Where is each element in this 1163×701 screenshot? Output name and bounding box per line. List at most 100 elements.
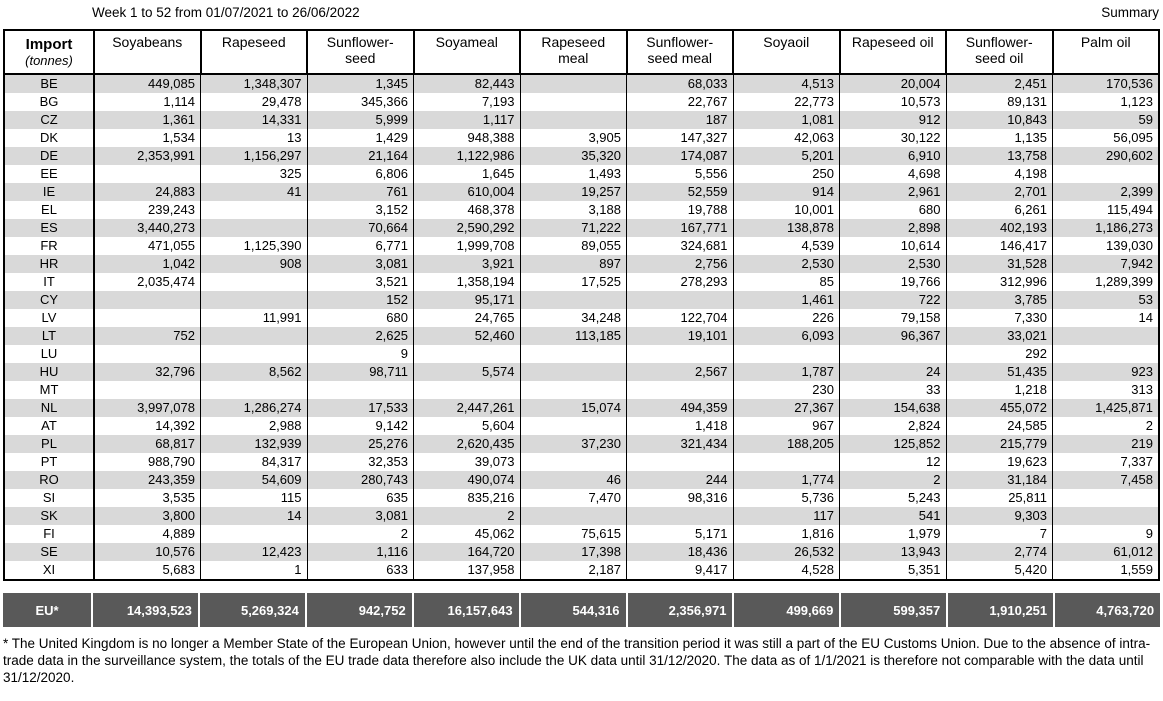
- value-cell: [200, 273, 308, 291]
- column-header-soyabeans: Soyabeans: [93, 29, 202, 75]
- value-cell: 908: [200, 255, 308, 273]
- table-row: DK 1,534 13 1,429 948,388 3,905 147,327 42,063 3…: [3, 129, 1160, 147]
- row-label-fi: FI: [3, 525, 95, 543]
- value-cell: 2: [306, 525, 414, 543]
- value-cell: 19,766: [839, 273, 947, 291]
- value-cell: 31,528: [945, 255, 1053, 273]
- value-cell: [519, 363, 627, 381]
- value-cell: 722: [839, 291, 947, 309]
- value-cell: 761: [306, 183, 414, 201]
- value-cell: 5,683: [93, 561, 201, 580]
- value-cell: 11,991: [200, 309, 308, 327]
- value-cell: [519, 453, 627, 471]
- value-cell: 7: [945, 525, 1053, 543]
- value-cell: 13,943: [839, 543, 947, 561]
- value-cell: 4,198: [945, 165, 1053, 183]
- table-row: XI 5,683 1 633 137,958 2,187 9,417 4,528 5,351 5,…: [3, 561, 1160, 580]
- eu-total-cell: 16,157,643: [413, 593, 519, 627]
- value-cell: [626, 507, 734, 525]
- value-cell: 7,942: [1052, 255, 1160, 273]
- value-cell: 3,081: [306, 507, 414, 525]
- value-cell: 7,193: [413, 93, 521, 111]
- value-cell: 9,142: [306, 417, 414, 435]
- value-cell: 2,988: [200, 417, 308, 435]
- value-cell: 170,536: [1052, 74, 1160, 93]
- value-cell: 988,790: [93, 453, 201, 471]
- value-cell: 3,535: [93, 489, 201, 507]
- value-cell: 2,530: [839, 255, 947, 273]
- value-cell: [413, 345, 521, 363]
- value-cell: 494,359: [626, 399, 734, 417]
- value-cell: [93, 345, 201, 363]
- value-cell: 25,276: [306, 435, 414, 453]
- value-cell: 7,330: [945, 309, 1053, 327]
- value-cell: [626, 381, 734, 399]
- table-row: HU 32,796 8,562 98,711 5,574 2,567 1,787 24 51,4…: [3, 363, 1160, 381]
- column-header-rapeseed: Rapeseed: [199, 29, 308, 75]
- value-cell: 219: [1052, 435, 1160, 453]
- value-cell: [93, 309, 201, 327]
- value-cell: [413, 381, 521, 399]
- value-cell: [200, 381, 308, 399]
- table-row: EE 325 6,806 1,645 1,493 5,556 250 4,698 4,198: [3, 165, 1160, 183]
- value-cell: 25,811: [945, 489, 1053, 507]
- value-cell: 5,201: [732, 147, 840, 165]
- value-cell: 3,152: [306, 201, 414, 219]
- row-label-lt: LT: [3, 327, 95, 345]
- value-cell: 32,796: [93, 363, 201, 381]
- value-cell: 1,774: [732, 471, 840, 489]
- value-cell: 98,711: [306, 363, 414, 381]
- value-cell: 897: [519, 255, 627, 273]
- value-cell: 541: [839, 507, 947, 525]
- value-cell: 125,852: [839, 435, 947, 453]
- eu-total-label: EU*: [3, 593, 91, 627]
- row-label-hu: HU: [3, 363, 95, 381]
- value-cell: 1,081: [732, 111, 840, 129]
- value-cell: 27,367: [732, 399, 840, 417]
- value-cell: 10,843: [945, 111, 1053, 129]
- value-cell: 239,243: [93, 201, 201, 219]
- value-cell: 1,123: [1052, 93, 1160, 111]
- value-cell: 325: [200, 165, 308, 183]
- value-cell: 82,443: [413, 74, 521, 93]
- value-cell: 68,817: [93, 435, 201, 453]
- value-cell: 680: [839, 201, 947, 219]
- row-label-es: ES: [3, 219, 95, 237]
- table-row: PL 68,817 132,939 25,276 2,620,435 37,230 321,…: [3, 435, 1160, 453]
- value-cell: 8,562: [200, 363, 308, 381]
- value-cell: 10,573: [839, 93, 947, 111]
- value-cell: 14: [1052, 309, 1160, 327]
- table-row: SK 3,800 14 3,081 2 117 541 9,303: [3, 507, 1160, 525]
- value-cell: [519, 507, 627, 525]
- value-cell: 31,184: [945, 471, 1053, 489]
- value-cell: [93, 291, 201, 309]
- value-cell: 10,001: [732, 201, 840, 219]
- value-cell: 137,958: [413, 561, 521, 580]
- value-cell: 115,494: [1052, 201, 1160, 219]
- table-row: CZ 1,361 14,331 5,999 1,117 187 1,081 912 10,843…: [3, 111, 1160, 129]
- row-label-hr: HR: [3, 255, 95, 273]
- table-row: SI 3,535 115 635 835,216 7,470 98,316 5,736 5,24…: [3, 489, 1160, 507]
- row-label-ro: RO: [3, 471, 95, 489]
- value-cell: [519, 345, 627, 363]
- eu-total-cell: 2,356,971: [627, 593, 733, 627]
- value-cell: 1,122,986: [413, 147, 521, 165]
- row-label-sk: SK: [3, 507, 95, 525]
- value-cell: 914: [732, 183, 840, 201]
- value-cell: 85: [732, 273, 840, 291]
- value-cell: 324,681: [626, 237, 734, 255]
- value-cell: 490,074: [413, 471, 521, 489]
- value-cell: [200, 219, 308, 237]
- row-label-pt: PT: [3, 453, 95, 471]
- row-label-be: BE: [3, 74, 95, 93]
- value-cell: 6,261: [945, 201, 1053, 219]
- value-cell: 321,434: [626, 435, 734, 453]
- value-cell: 835,216: [413, 489, 521, 507]
- value-cell: 1,114: [93, 93, 201, 111]
- value-cell: [519, 74, 627, 93]
- value-cell: 3,440,273: [93, 219, 201, 237]
- row-label-xi: XI: [3, 561, 95, 580]
- value-cell: 14,392: [93, 417, 201, 435]
- value-cell: 147,327: [626, 129, 734, 147]
- value-cell: 471,055: [93, 237, 201, 255]
